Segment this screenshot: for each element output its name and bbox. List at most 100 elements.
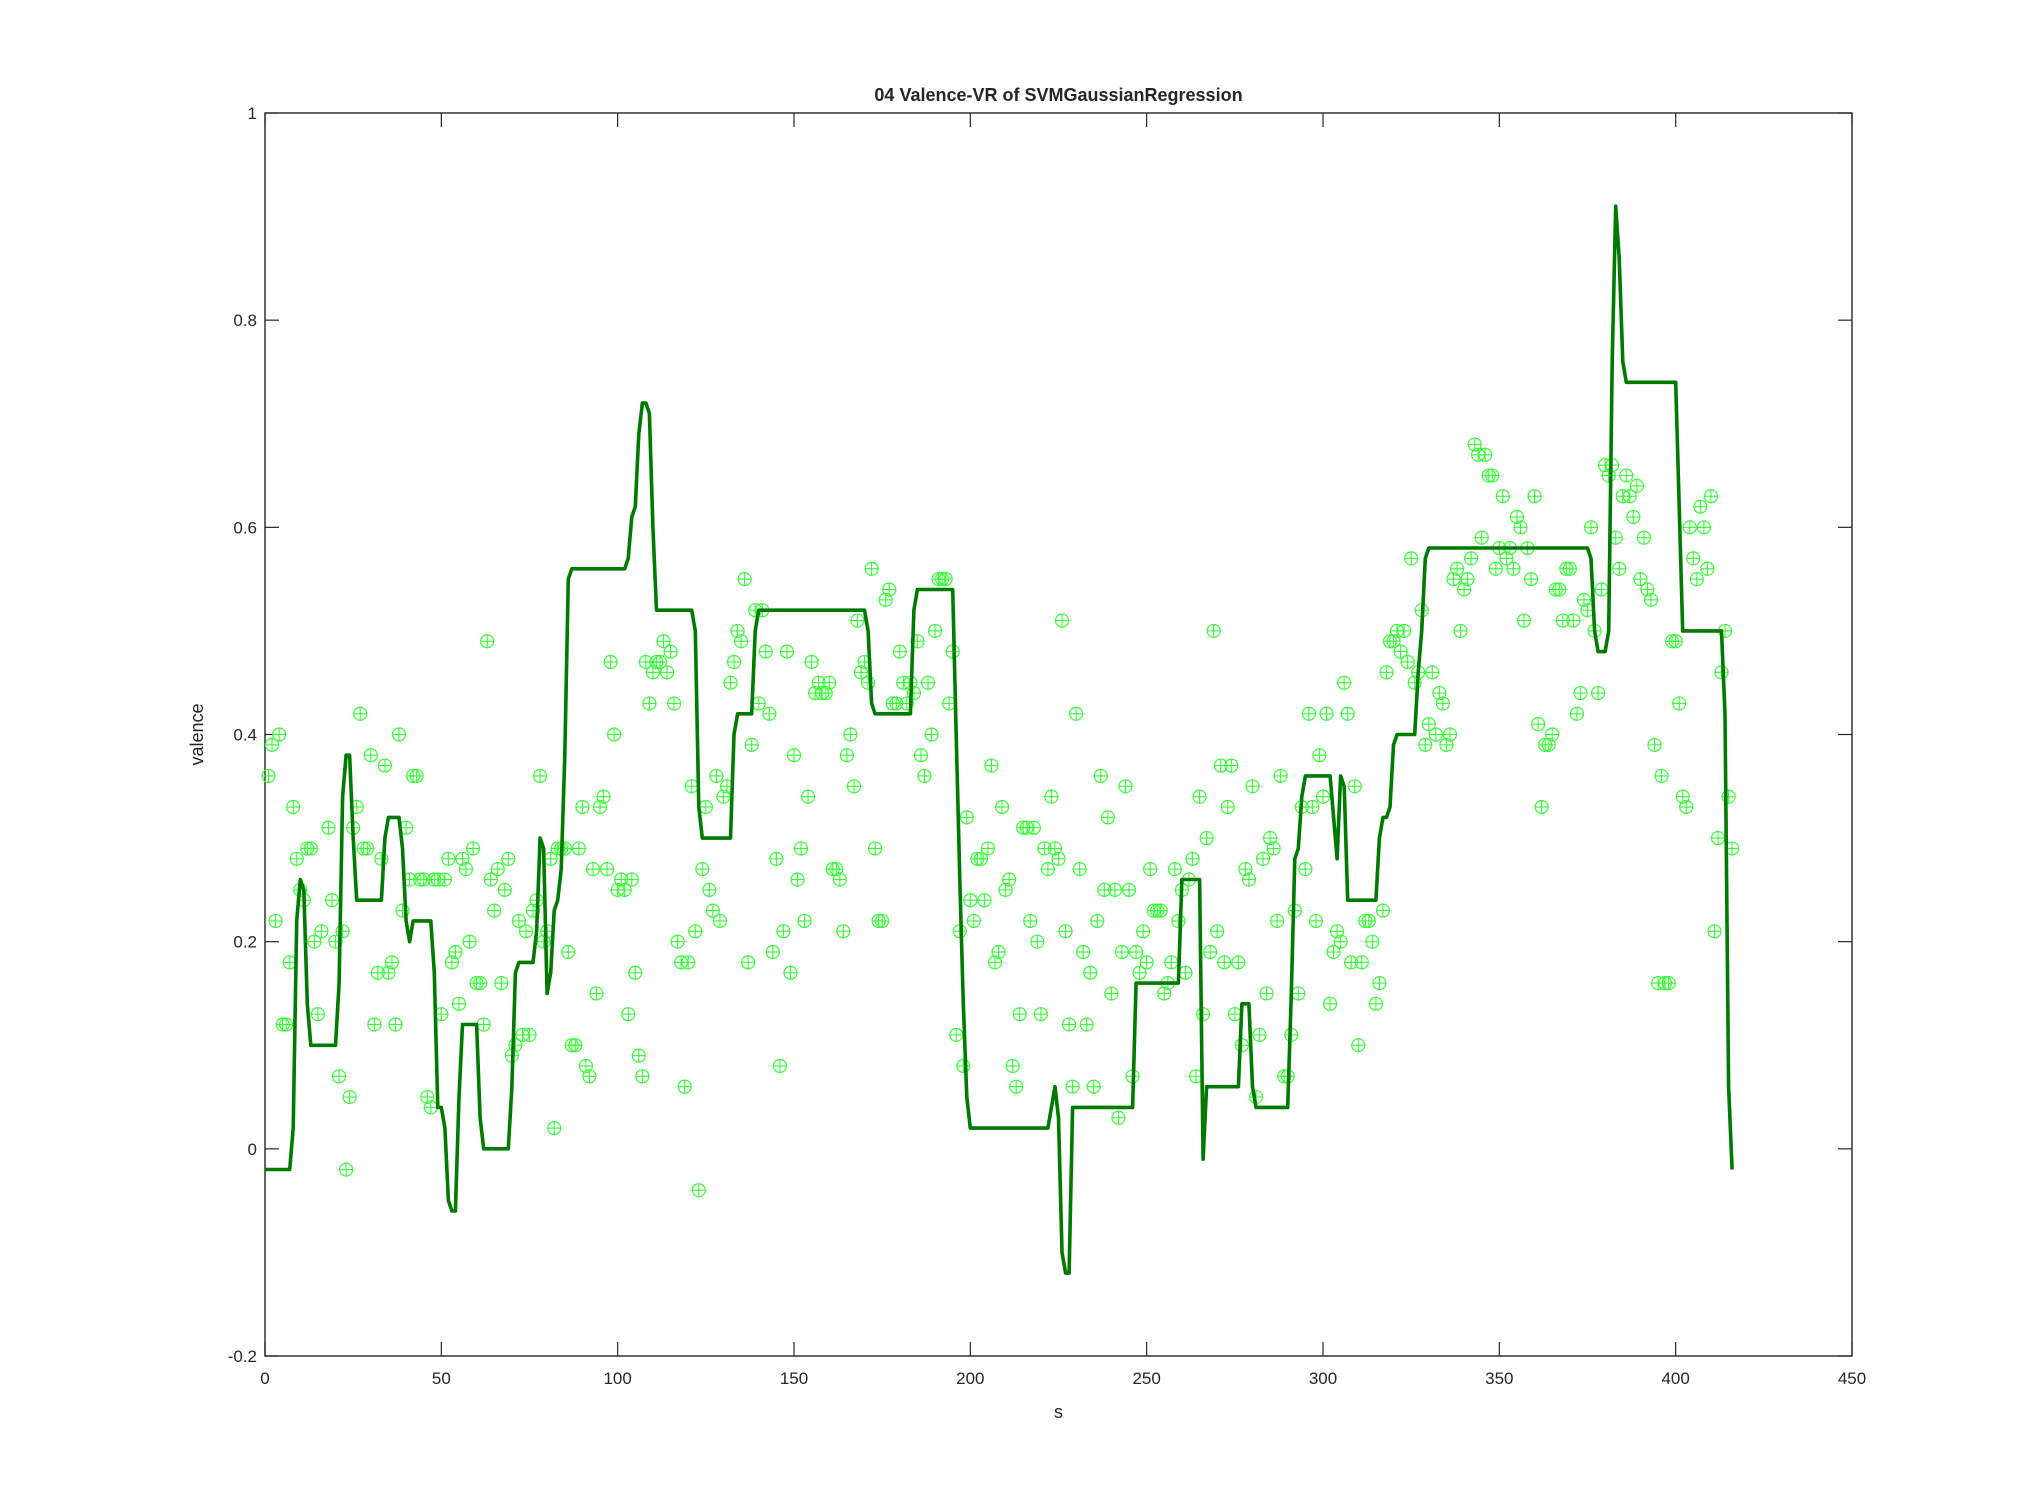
data-point-marker <box>575 799 590 815</box>
data-point-marker <box>335 924 350 939</box>
data-point-marker <box>1273 768 1288 784</box>
data-point-marker <box>927 623 943 639</box>
data-point-marker <box>1654 768 1669 784</box>
x-axis-label: s <box>1054 1402 1063 1422</box>
data-point-marker <box>1478 447 1493 462</box>
data-point-marker <box>518 924 534 939</box>
data-point-marker <box>631 1048 646 1063</box>
data-point-marker <box>1629 478 1644 493</box>
x-tick-label: 350 <box>1485 1369 1513 1388</box>
data-point-marker <box>490 862 505 877</box>
data-point-marker <box>1065 1079 1080 1094</box>
data-point-marker <box>331 1069 347 1084</box>
data-point-marker <box>1076 944 1091 960</box>
data-point-marker <box>677 1079 692 1094</box>
data-point-marker <box>1093 768 1108 784</box>
data-point-marker <box>324 893 340 908</box>
data-point-marker <box>1696 520 1711 535</box>
data-point-marker <box>497 882 512 897</box>
data-point-marker <box>1573 685 1588 701</box>
data-point-marker <box>772 1058 787 1074</box>
data-point-marker <box>451 996 467 1011</box>
data-point-marker <box>642 696 657 711</box>
data-point-marker <box>1203 944 1218 960</box>
data-point-marker <box>1686 551 1701 566</box>
data-point-marker <box>1143 862 1158 877</box>
data-point-marker <box>1672 696 1687 711</box>
data-point-marker <box>448 944 463 960</box>
data-point-marker <box>1622 489 1637 504</box>
data-point-marker <box>1104 986 1119 1001</box>
data-point-marker <box>1298 862 1313 877</box>
data-point-marker <box>1485 468 1500 483</box>
data-point-marker <box>522 1027 537 1042</box>
data-point-marker <box>779 644 795 659</box>
data-point-marker <box>977 893 992 908</box>
data-point-marker <box>1428 727 1443 742</box>
data-point-marker <box>790 872 805 887</box>
data-point-marker <box>585 862 601 877</box>
y-tick-label: 0.8 <box>233 311 257 330</box>
data-point-marker <box>391 727 407 742</box>
data-point-marker <box>1266 841 1281 856</box>
data-point-marker <box>695 862 710 877</box>
data-point-marker <box>1185 851 1200 866</box>
data-point-marker <box>956 1058 971 1074</box>
data-point-marker <box>1453 623 1468 639</box>
plot-area: 0 50 100 150 200 250 300 350 400 450-0.200.20.40.… <box>228 104 1866 1388</box>
data-point-marker <box>1259 986 1274 1001</box>
data-point-marker <box>758 644 773 659</box>
data-point-marker <box>1083 965 1098 980</box>
data-point-marker <box>1435 696 1451 711</box>
data-point-marker <box>1301 706 1316 721</box>
data-point-marker <box>1361 913 1376 929</box>
data-point-marker <box>1252 1027 1267 1042</box>
y-tick-label: 0 <box>248 1140 257 1159</box>
line-series <box>265 204 1734 1275</box>
x-tick-label: 400 <box>1661 1369 1689 1388</box>
data-point-marker <box>1456 582 1472 597</box>
data-point-marker <box>374 851 389 866</box>
data-point-marker <box>1023 913 1038 929</box>
data-point-marker <box>480 634 495 649</box>
data-point-marker <box>1241 872 1257 887</box>
data-point-marker <box>1351 1038 1366 1053</box>
data-point-marker <box>363 748 378 763</box>
data-point-marker <box>991 944 1006 960</box>
data-point-marker <box>532 768 548 784</box>
data-point-marker <box>1375 903 1391 918</box>
data-point-marker <box>1442 727 1458 742</box>
y-tick-label: 0.6 <box>233 518 257 537</box>
data-point-marker <box>1245 779 1260 794</box>
data-point-marker <box>762 706 777 721</box>
data-point-marker <box>691 1183 706 1198</box>
data-point-marker <box>1315 789 1331 804</box>
data-point-marker <box>1513 520 1528 535</box>
data-point-marker <box>547 1121 562 1136</box>
data-point-marker <box>645 665 661 680</box>
data-point-marker <box>1583 520 1599 535</box>
data-point-marker <box>1192 789 1207 804</box>
data-point-marker <box>737 572 752 587</box>
data-point-marker <box>839 748 855 763</box>
data-point-marker <box>822 675 837 690</box>
data-point-marker <box>875 913 890 929</box>
data-point-marker <box>920 675 936 690</box>
data-point-marker <box>508 1038 523 1053</box>
data-point-marker <box>1026 820 1041 835</box>
data-point-marker <box>1164 955 1179 970</box>
data-point-marker <box>272 727 287 742</box>
data-point-marker <box>1636 530 1652 545</box>
data-point-marker <box>1153 903 1168 918</box>
data-point-marker <box>1178 965 1193 980</box>
data-point-marker <box>966 913 981 929</box>
data-point-marker <box>1400 654 1415 670</box>
data-point-marker <box>864 561 879 576</box>
data-point-marker <box>1421 717 1436 732</box>
data-point-marker <box>307 934 322 949</box>
data-point-marker <box>1030 934 1045 949</box>
data-point-marker <box>1633 572 1648 587</box>
data-point-marker <box>1061 1017 1077 1032</box>
data-point-marker <box>698 799 713 815</box>
data-point-marker <box>1495 489 1510 504</box>
